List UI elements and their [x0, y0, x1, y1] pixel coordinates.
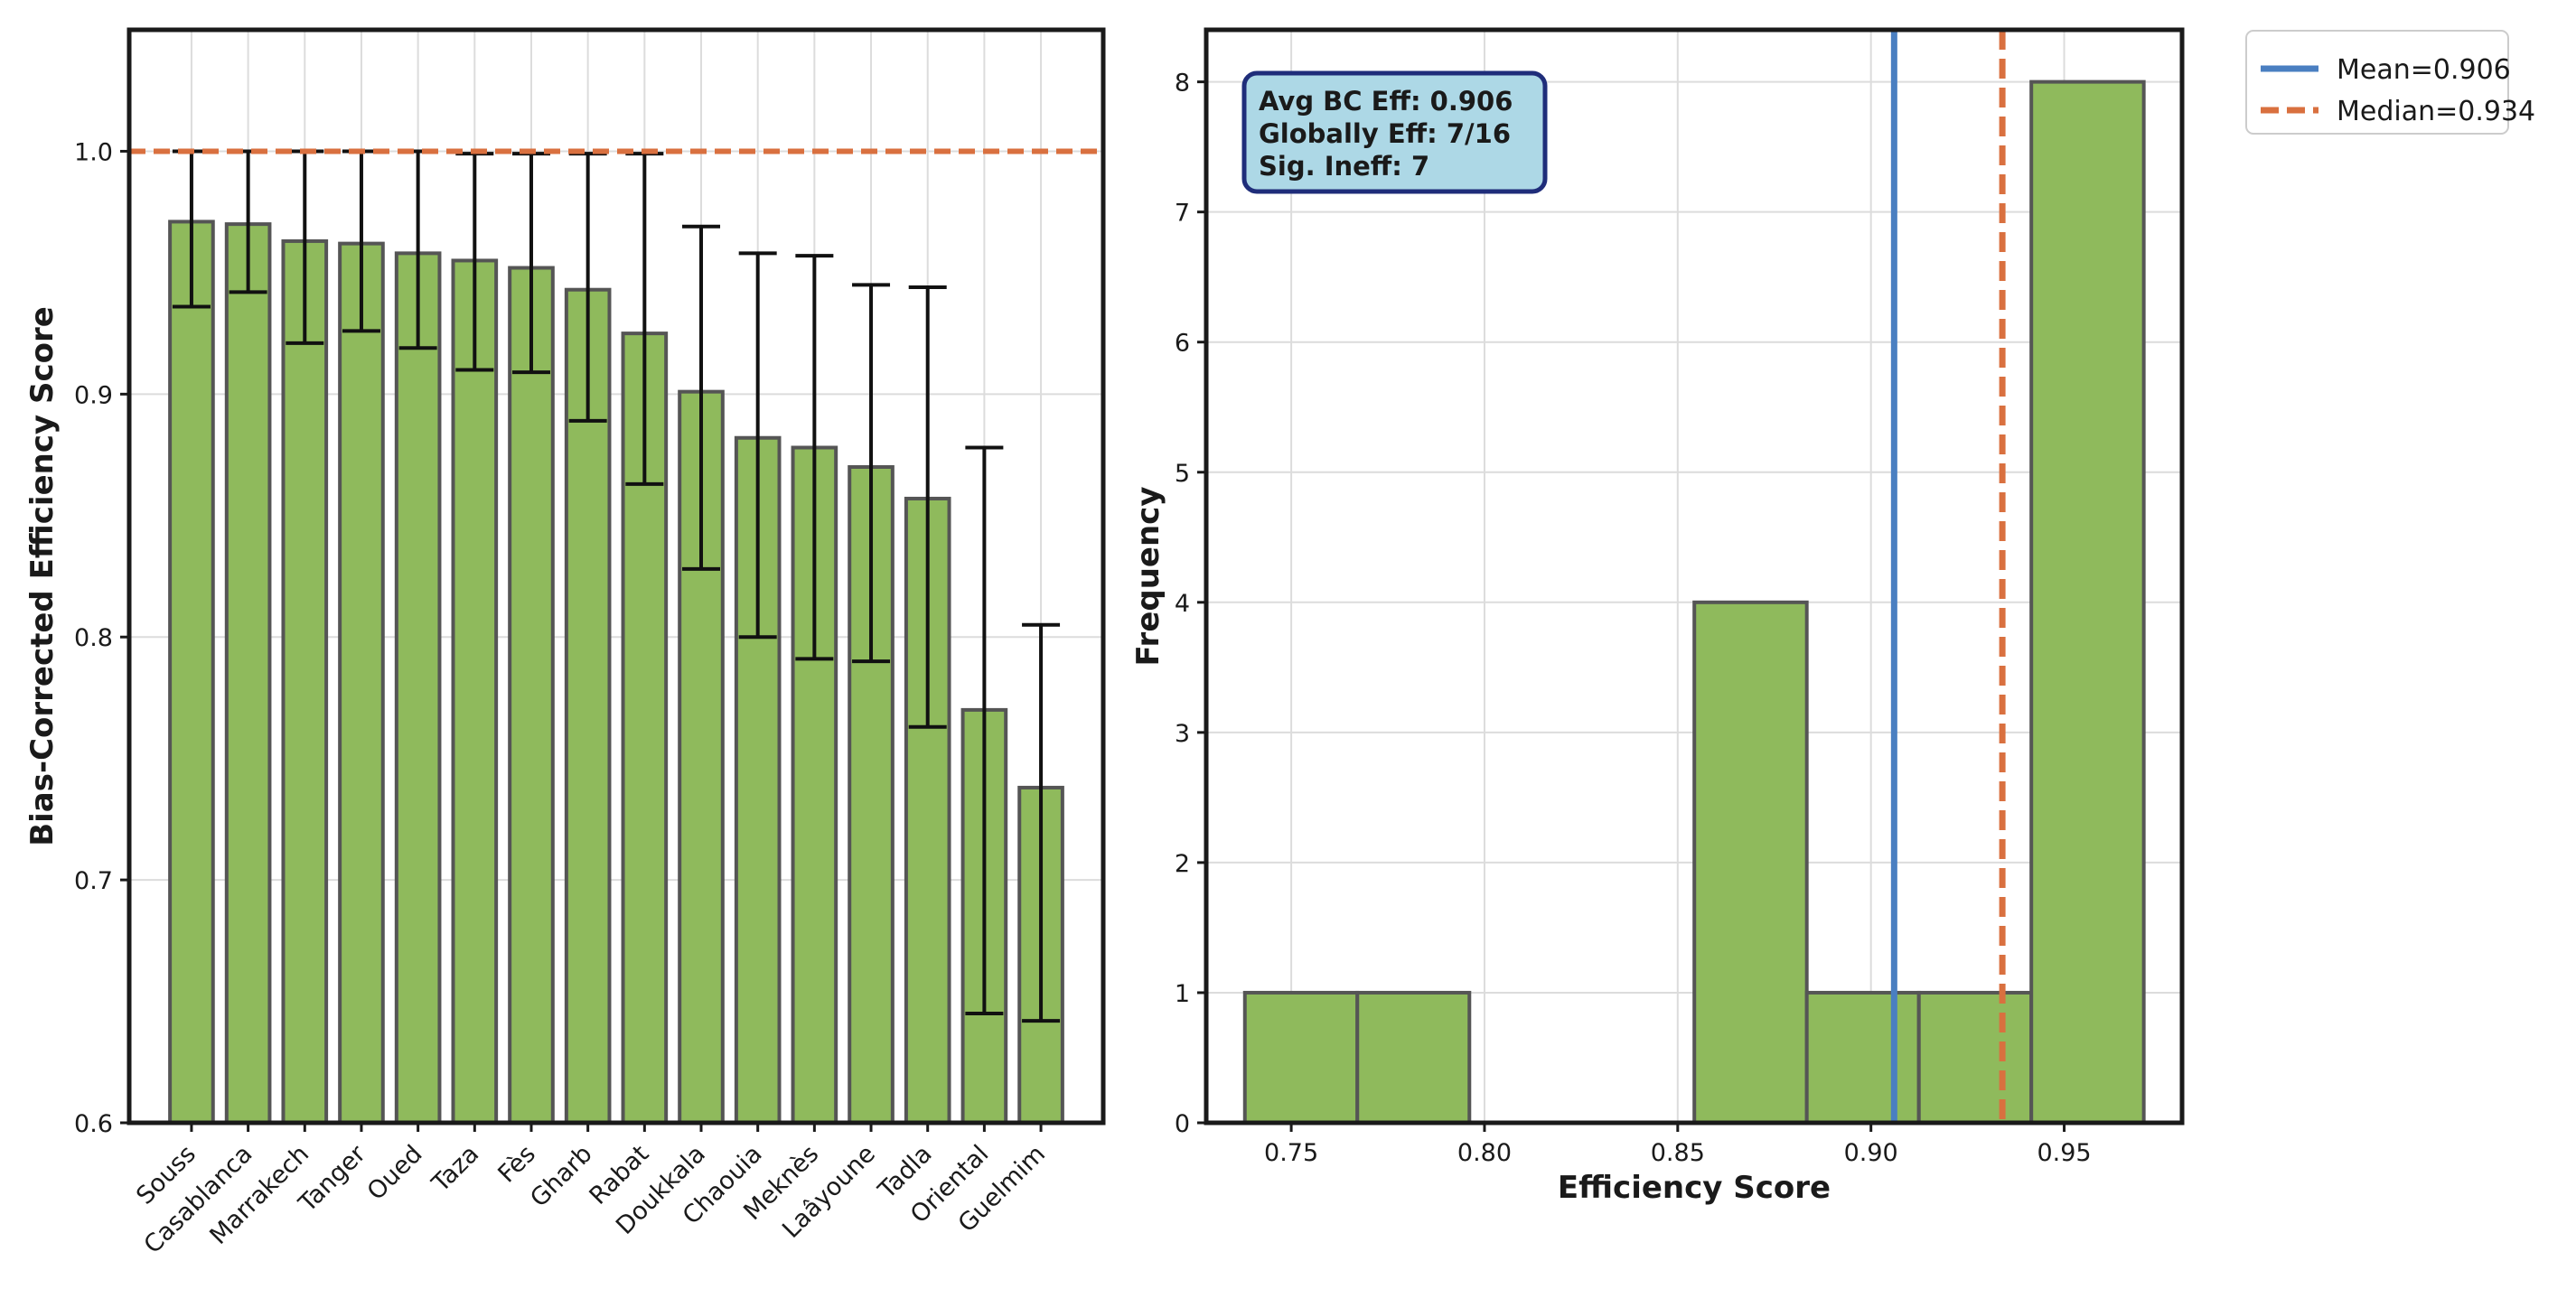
- histogram-bar: [1804, 990, 1921, 1126]
- histogram-bar: [2029, 79, 2146, 1126]
- bar: [394, 251, 442, 1125]
- histogram-y-tick-label: 8: [1175, 70, 1190, 98]
- histogram-x-axis-label: Efficiency Score: [1558, 1170, 1831, 1206]
- y-tick-label: 0.9: [74, 381, 113, 409]
- histogram-y-tick-label: 7: [1175, 200, 1190, 228]
- x-tick-label: Oued: [362, 1140, 428, 1206]
- histogram-bar: [1692, 600, 1809, 1125]
- histogram-y-ticks: 0 1 2 3 4 5 6 7 8: [1175, 70, 1206, 1138]
- bar-chart-plot-area: [129, 30, 1103, 1123]
- histogram-y-tick-label: 0: [1175, 1110, 1190, 1138]
- histogram-y-tick-label: 1: [1175, 980, 1190, 1008]
- histogram-panel: 0 1 2 3 4 5 6 7 8 0.75 0.80 0.85 0.90 0.95 Efficienc…: [1130, 27, 2185, 1206]
- annotation-line-globally-eff: Globally Eff: 7/16: [1259, 118, 1511, 149]
- x-tick-label: Gharb: [525, 1140, 597, 1212]
- histogram-y-axis-label: Frequency: [1130, 486, 1166, 666]
- bar-chart-frame: [126, 27, 1106, 1126]
- bar-chart-y-axis-label: Bias-Corrected Efficiency Score: [24, 306, 61, 846]
- legend: Mean=0.906 Median=0.934: [2245, 30, 2535, 135]
- histogram-y-tick-label: 4: [1175, 590, 1190, 618]
- histogram-x-tick-label: 0.95: [2037, 1139, 2091, 1167]
- y-tick-label: 0.8: [74, 624, 113, 652]
- bar: [168, 220, 215, 1125]
- y-tick-label: 0.7: [74, 867, 113, 895]
- bar: [508, 266, 555, 1125]
- bar-chart-bars: [168, 220, 1064, 1126]
- histogram-y-tick-label: 3: [1175, 720, 1190, 748]
- histogram-bars: [1242, 79, 2146, 1126]
- annotation-line-avg: Avg BC Eff: 0.906: [1259, 86, 1513, 117]
- stats-annotation-background: [1241, 70, 1548, 194]
- legend-mean-label: Mean=0.906: [2337, 54, 2511, 86]
- annotation-line-sig-ineff: Sig. Ineff: 7: [1259, 151, 1429, 182]
- y-tick-label: 1.0: [74, 138, 113, 166]
- bar: [451, 258, 499, 1125]
- bar: [224, 222, 272, 1126]
- bar-chart-panel: 0.6 0.7 0.8 0.9 1.0 SoussCasablancaMarrakech…: [24, 27, 1106, 1259]
- bar-chart-error-bars: [172, 149, 1061, 1023]
- histogram-bar: [1242, 990, 1360, 1126]
- y-tick-label: 0.6: [74, 1110, 113, 1138]
- histogram-x-tick-label: 0.90: [1844, 1139, 1898, 1167]
- bar-chart-y-ticks: 0.6 0.7 0.8 0.9 1.0: [74, 138, 129, 1138]
- legend-median-label: Median=0.934: [2337, 96, 2535, 127]
- histogram-y-tick-label: 2: [1175, 850, 1190, 878]
- x-tick-label: Taza: [426, 1140, 485, 1199]
- histogram-bar: [1916, 990, 2034, 1126]
- histogram-frame: [1204, 27, 2185, 1126]
- histogram-x-tick-label: 0.80: [1457, 1139, 1512, 1167]
- legend-frame: [2245, 30, 2509, 135]
- stats-annotation-box: Avg BC Eff: 0.906 Globally Eff: 7/16 Sig…: [1241, 70, 1548, 194]
- histogram-x-tick-label: 0.75: [1264, 1139, 1318, 1167]
- histogram-x-tick-label: 0.85: [1651, 1139, 1705, 1167]
- x-tick-label: Fès: [492, 1140, 541, 1189]
- bar: [281, 238, 329, 1125]
- histogram-y-tick-label: 5: [1175, 460, 1190, 488]
- histogram-bar: [1355, 990, 1472, 1126]
- histogram-x-ticks: 0.75 0.80 0.85 0.90 0.95: [1264, 1123, 2092, 1167]
- bar: [338, 241, 385, 1126]
- histogram-y-tick-label: 6: [1175, 330, 1190, 358]
- histogram-stat-lines: [1890, 30, 2006, 1123]
